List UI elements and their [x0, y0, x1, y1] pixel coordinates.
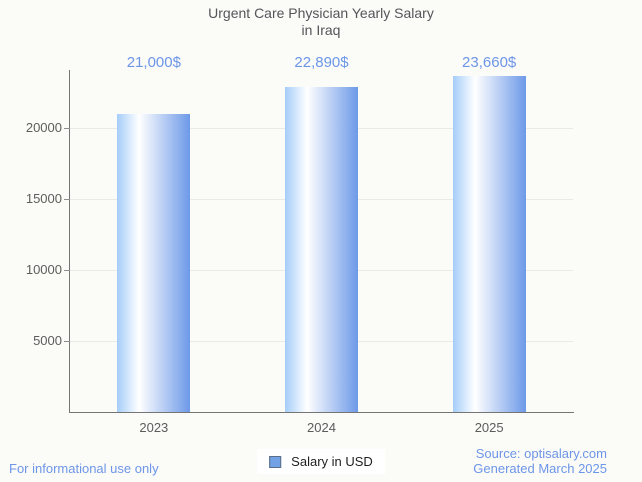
y-axis-label-10000: 10000 [25, 262, 62, 277]
y-tick-5000 [64, 341, 70, 342]
y-axis-label-20000: 20000 [25, 120, 62, 135]
legend-label: Salary in USD [291, 454, 373, 469]
chart-title: Urgent Care Physician Yearly Salary in I… [0, 5, 642, 39]
chart-title-line1: Urgent Care Physician Yearly Salary [208, 5, 434, 21]
bar-2024[interactable] [285, 86, 358, 412]
y-tick-20000 [64, 128, 70, 129]
y-tick-15000 [64, 199, 70, 200]
bar-value-label-2024: 22,890$ [294, 54, 349, 71]
plot-area [70, 70, 573, 412]
legend: Salary in USD [257, 449, 385, 474]
source-credit: Source: optisalary.com Generated March 2… [473, 446, 607, 476]
y-axis-line [69, 70, 70, 413]
y-axis-label-5000: 5000 [33, 333, 62, 348]
x-axis-label-2024: 2024 [307, 420, 336, 435]
source-line1: Source: optisalary.com [475, 446, 607, 461]
x-axis-label-2025: 2025 [474, 420, 504, 435]
y-tick-10000 [64, 270, 70, 271]
legend-swatch-icon [269, 455, 282, 468]
y-axis-label-15000: 15000 [25, 191, 62, 206]
bar-2023[interactable] [117, 113, 191, 412]
x-axis-label-2023: 2023 [139, 420, 169, 435]
bar-value-label-2025: 23,660$ [462, 54, 517, 71]
x-axis-line [70, 412, 574, 413]
source-line2: Generated March 2025 [473, 461, 607, 476]
disclaimer-text: For informational use only [9, 461, 159, 476]
bar-value-label-2023: 21,000$ [126, 54, 181, 71]
chart-title-line2: in Iraq [301, 22, 341, 38]
bar-2025[interactable] [452, 76, 526, 412]
